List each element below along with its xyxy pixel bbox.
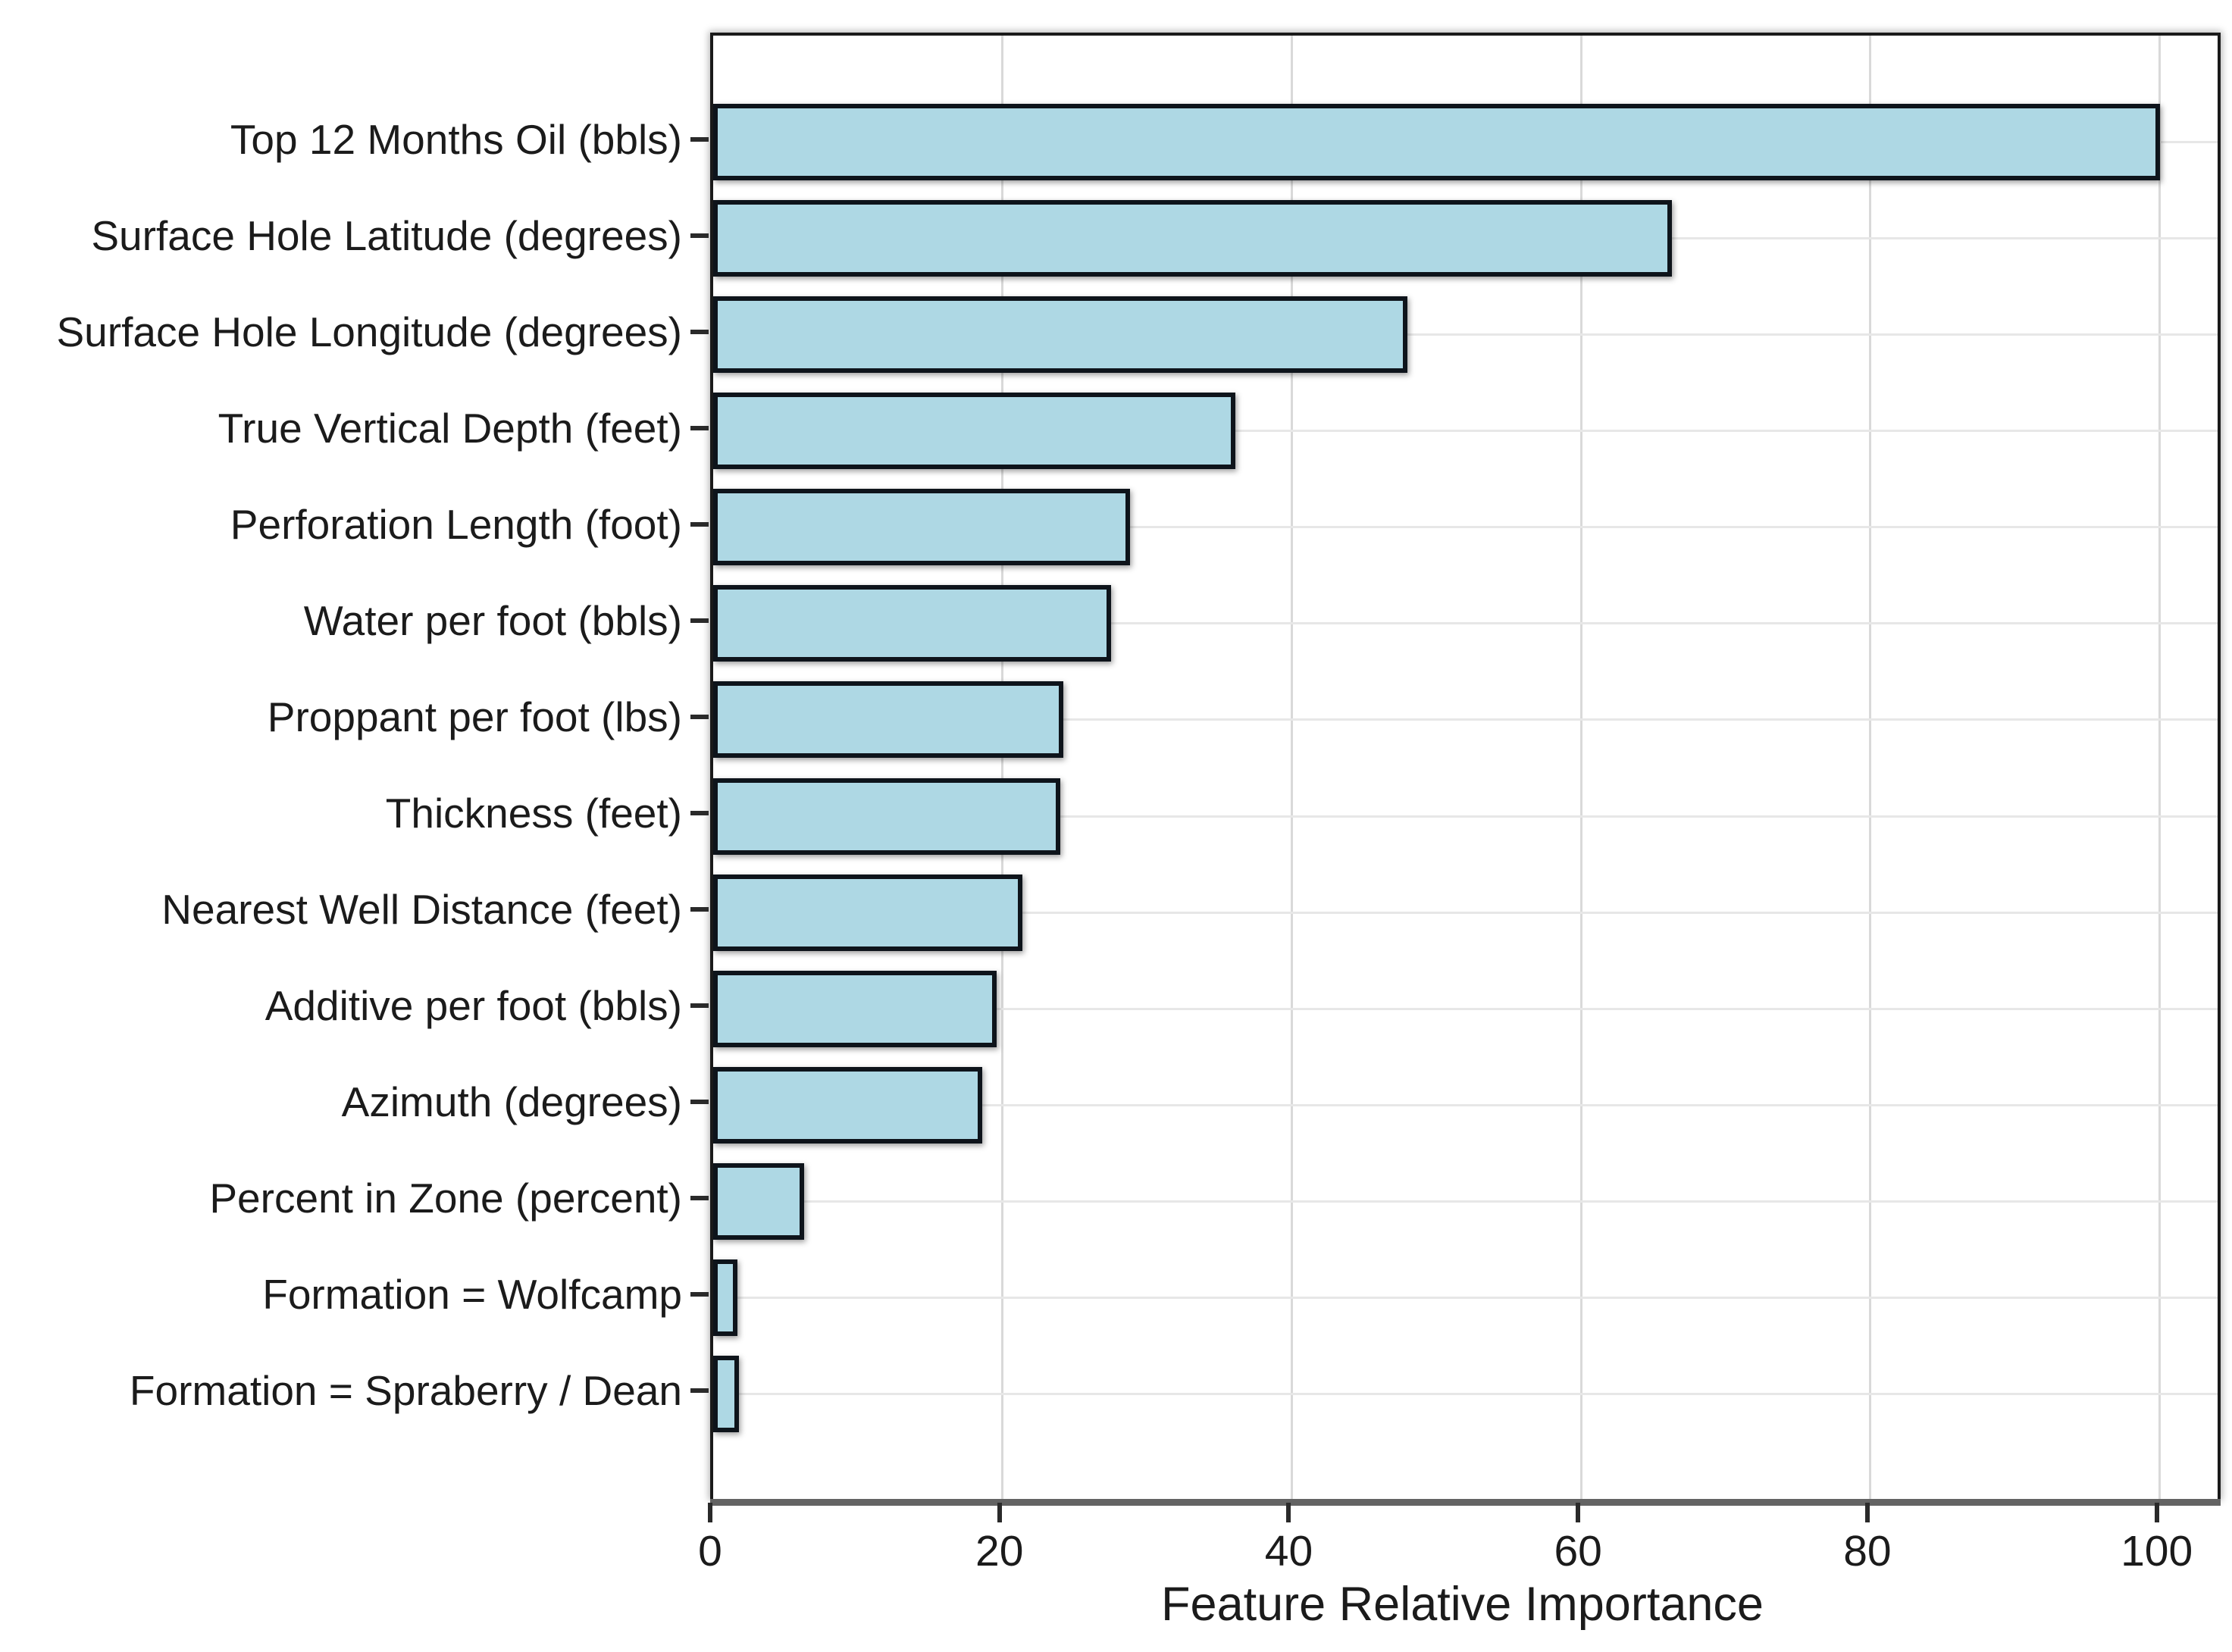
category-label: Formation = Wolfcamp (262, 1271, 682, 1319)
y-tick-mark (690, 1388, 709, 1394)
h-gridline (713, 1103, 2218, 1106)
y-tick-mark (690, 1292, 709, 1297)
y-tick-mark (690, 329, 709, 334)
x-tick-mark (1286, 1503, 1291, 1522)
bar (713, 1162, 805, 1240)
v-gridline (1869, 36, 1872, 1499)
x-tick-label: 40 (1264, 1527, 1313, 1575)
bar (713, 1259, 738, 1336)
bar (713, 681, 1063, 759)
category-label: Surface Hole Longitude (degrees) (56, 308, 682, 355)
bar (713, 585, 1111, 662)
v-gridline (1290, 36, 1293, 1499)
y-tick-mark (690, 714, 709, 719)
x-tick-label: 100 (2121, 1527, 2193, 1575)
h-gridline (713, 1296, 2218, 1299)
v-gridline (1579, 36, 1582, 1499)
y-tick-mark (690, 618, 709, 623)
v-gridline (1001, 36, 1004, 1499)
category-label: Azimuth (degrees) (341, 1078, 682, 1126)
bar (713, 970, 997, 1047)
y-tick-mark (690, 811, 709, 816)
x-tick-label: 60 (1554, 1527, 1602, 1575)
y-tick-mark (690, 907, 709, 912)
h-gridline (713, 718, 2218, 721)
y-tick-mark (690, 233, 709, 238)
x-tick-mark (1864, 1503, 1870, 1522)
h-gridline (713, 333, 2218, 336)
bar (713, 1066, 982, 1144)
x-axis-title: Feature Relative Importance (1161, 1578, 1764, 1631)
h-gridline (713, 1200, 2218, 1203)
bar (713, 1355, 740, 1432)
category-label: True Vertical Depth (feet) (218, 404, 682, 452)
y-tick-mark (690, 136, 709, 142)
y-tick-mark (690, 1196, 709, 1201)
x-tick-mark (2154, 1503, 2159, 1522)
h-gridline (713, 1392, 2218, 1395)
bar (713, 778, 1061, 855)
bar (713, 874, 1023, 951)
category-label: Surface Hole Latitude (degrees) (91, 211, 682, 259)
category-label: Top 12 Months Oil (bbls) (230, 115, 682, 163)
bar (713, 200, 1673, 277)
category-label: Percent in Zone (percent) (209, 1175, 682, 1222)
x-axis-spine (710, 1499, 2221, 1506)
category-label: Additive per foot (bbls) (265, 982, 682, 1030)
h-gridline (713, 1007, 2218, 1010)
x-tick-label: 80 (1843, 1527, 1892, 1575)
bar (713, 296, 1408, 374)
bars-layer (713, 36, 2218, 1499)
bar (713, 104, 2160, 181)
h-gridline (713, 911, 2218, 914)
category-label: Nearest Well Distance (feet) (161, 886, 682, 934)
x-tick-label: 0 (698, 1527, 722, 1575)
bar (713, 489, 1130, 566)
y-tick-mark (690, 1003, 709, 1009)
x-tick-mark (708, 1503, 712, 1522)
h-gridline (713, 526, 2218, 529)
y-tick-mark (690, 1100, 709, 1105)
h-gridline (713, 622, 2218, 625)
plot-area (710, 33, 2221, 1506)
y-tick-mark (690, 521, 709, 527)
y-tick-mark (690, 425, 709, 430)
v-gridline (2158, 36, 2162, 1499)
category-label: Formation = Spraberry / Dean (129, 1367, 682, 1415)
h-gridline (713, 430, 2218, 433)
bar (713, 393, 1236, 470)
category-label: Thickness (feet) (385, 790, 682, 837)
x-tick-mark (997, 1503, 1002, 1522)
category-label: Water per foot (bbls) (303, 596, 682, 644)
category-label: Proppant per foot (lbs) (267, 693, 682, 740)
h-gridline (713, 815, 2218, 818)
x-tick-mark (1576, 1503, 1581, 1522)
category-label: Perforation Length (foot) (230, 500, 682, 548)
x-tick-label: 20 (975, 1527, 1024, 1575)
